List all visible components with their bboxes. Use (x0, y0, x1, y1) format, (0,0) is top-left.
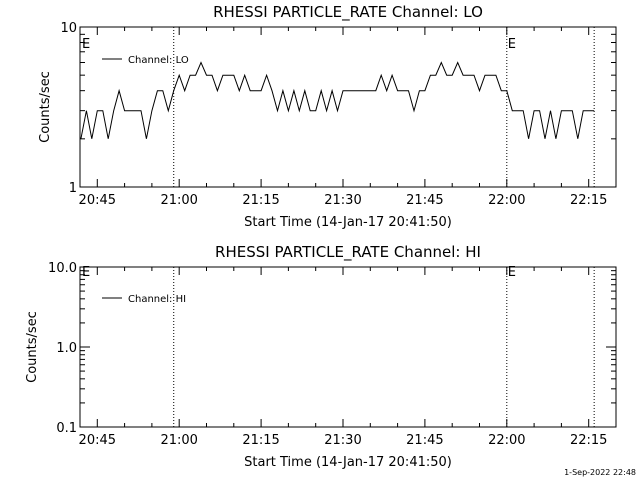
plot-frame (79, 26, 617, 188)
x-tick-label: 20:45 (79, 433, 116, 448)
x-tick-label: 21:00 (160, 433, 197, 448)
chart-title: RHESSI PARTICLE_RATE Channel: LO (213, 3, 483, 22)
x-tick-label: 22:15 (570, 433, 607, 448)
x-tick-label: 22:00 (488, 433, 525, 448)
x-tick-label: 21:30 (324, 193, 361, 208)
chart-title: RHESSI PARTICLE_RATE Channel: HI (215, 243, 481, 262)
x-tick-label: 20:45 (79, 193, 116, 208)
y-axis-label: Counts/sec (25, 311, 40, 383)
left-marker: E (82, 265, 90, 280)
x-tick-label: 21:00 (160, 193, 197, 208)
x-tick-label: 21:30 (324, 433, 361, 448)
x-tick-label: 21:45 (406, 433, 443, 448)
y-axis-label: Counts/sec (38, 71, 53, 143)
x-tick-label: 22:00 (488, 193, 525, 208)
x-axis-label: Start Time (14-Jan-17 20:41:50) (244, 455, 452, 470)
y-tick-label: 10.0 (48, 261, 77, 276)
x-tick-label: 21:15 (242, 193, 279, 208)
x-tick-label: 21:45 (406, 193, 443, 208)
series-line (80, 61, 595, 139)
y-tick-label: 10 (60, 21, 77, 36)
plot-frame (79, 266, 617, 428)
event-label: E (508, 37, 516, 52)
x-tick-label: 21:15 (242, 433, 279, 448)
event-label: E (508, 265, 516, 280)
x-tick-label: 22:15 (570, 193, 607, 208)
left-marker: E (82, 37, 90, 52)
footer-timestamp: 1-Sep-2022 22:48 (564, 468, 636, 477)
y-tick-label: 1 (69, 181, 77, 196)
y-tick-label: 1.0 (56, 341, 77, 356)
panel-lo: RHESSI PARTICLE_RATE Channel: LO Start T… (38, 3, 617, 230)
legend-label: Channel: HI (128, 294, 186, 305)
panel-hi: RHESSI PARTICLE_RATE Channel: HI Start T… (25, 243, 617, 470)
y-tick-label: 0.1 (56, 421, 77, 436)
legend-label: Channel: LO (128, 55, 189, 66)
x-axis-label: Start Time (14-Jan-17 20:41:50) (244, 215, 452, 230)
